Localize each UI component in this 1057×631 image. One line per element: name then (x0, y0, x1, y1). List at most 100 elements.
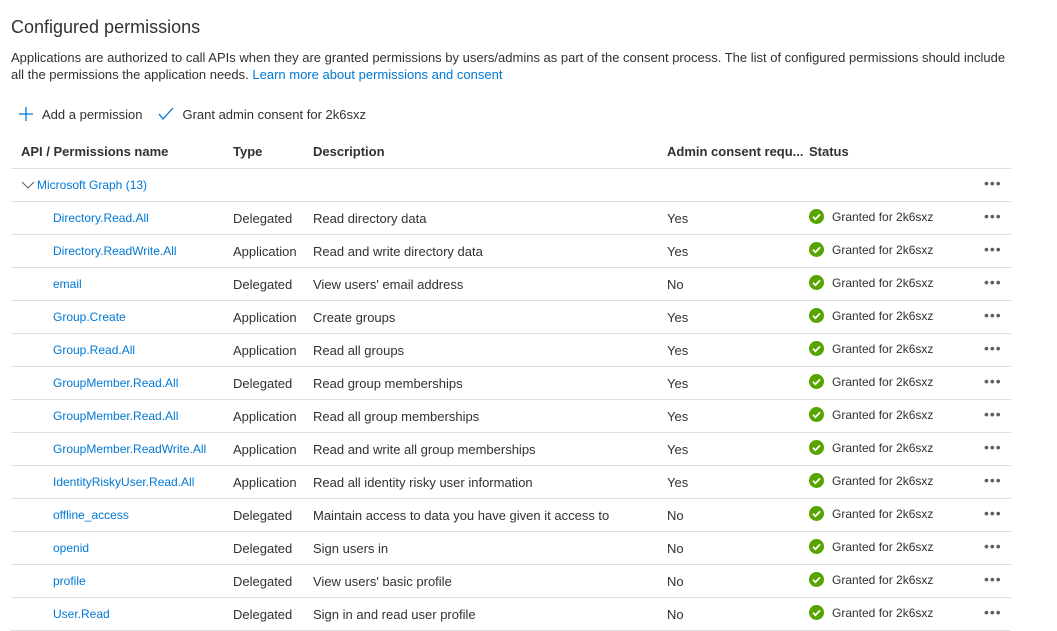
status-text: Granted for 2k6sxz (832, 209, 934, 224)
permission-description: Sign in and read user profile (313, 607, 476, 622)
permission-description: Read directory data (313, 211, 427, 226)
permission-description: Read and write directory data (313, 244, 483, 259)
add-permission-button[interactable]: Add a permission (18, 106, 142, 122)
status-text: Granted for 2k6sxz (832, 407, 934, 422)
more-options-icon[interactable]: ••• (984, 538, 1002, 554)
status-text: Granted for 2k6sxz (832, 539, 934, 554)
status-badge: Granted for 2k6sxz (809, 242, 933, 257)
admin-consent-required: Yes (667, 211, 689, 226)
table-row: GroupMember.Read.All Application Read al… (11, 400, 1011, 433)
permission-type: Delegated (233, 574, 293, 589)
more-options-icon[interactable]: ••• (984, 241, 1002, 257)
status-badge: Granted for 2k6sxz (809, 308, 933, 323)
permission-description: View users' email address (313, 277, 464, 292)
more-options-icon[interactable]: ••• (984, 208, 1002, 224)
permission-type: Delegated (233, 541, 293, 556)
admin-consent-required: No (667, 541, 684, 556)
more-options-icon[interactable]: ••• (984, 472, 1002, 488)
check-circle-icon (809, 275, 824, 290)
permission-name-link[interactable]: openid (53, 541, 90, 555)
check-circle-icon (809, 539, 824, 554)
check-circle-icon (809, 242, 824, 257)
permission-type: Application (233, 343, 297, 358)
permission-name-link[interactable]: GroupMember.Read.All (53, 409, 179, 423)
more-options-icon[interactable]: ••• (984, 505, 1002, 521)
permission-description: Read all group memberships (313, 409, 480, 424)
status-badge: Granted for 2k6sxz (809, 341, 933, 356)
status-text: Granted for 2k6sxz (832, 440, 934, 455)
permission-description: Read all groups (313, 343, 405, 358)
permission-type: Delegated (233, 508, 293, 523)
check-circle-icon (809, 374, 824, 389)
permission-type: Delegated (233, 607, 293, 622)
admin-consent-required: No (667, 607, 684, 622)
status-badge: Granted for 2k6sxz (809, 374, 933, 389)
col-header-status[interactable]: Status (809, 144, 849, 159)
more-options-icon[interactable]: ••• (984, 406, 1002, 422)
permission-description: View users' basic profile (313, 574, 452, 589)
col-header-admin-consent[interactable]: Admin consent requ... (667, 144, 804, 159)
permission-name-link[interactable]: Group.Read.All (53, 343, 136, 357)
table-row: Group.Create Application Create groups Y… (11, 301, 1011, 334)
permission-description: Sign users in (313, 541, 389, 556)
table-row: User.Read Delegated Sign in and read use… (11, 598, 1011, 631)
permission-name-link[interactable]: Directory.Read.All (53, 211, 149, 225)
permission-name-link[interactable]: email (53, 277, 82, 291)
table-row: offline_access Delegated Maintain access… (11, 499, 1011, 532)
permission-name-link[interactable]: offline_access (53, 508, 129, 522)
table-row: Directory.ReadWrite.All Application Read… (11, 235, 1011, 268)
col-header-name[interactable]: API / Permissions name (21, 144, 169, 159)
admin-consent-required: Yes (667, 442, 689, 457)
status-text: Granted for 2k6sxz (832, 605, 934, 620)
permission-name-link[interactable]: Group.Create (53, 310, 126, 324)
check-circle-icon (809, 506, 824, 521)
status-badge: Granted for 2k6sxz (809, 605, 933, 620)
table-row: Group.Read.All Application Read all grou… (11, 334, 1011, 367)
admin-consent-required: Yes (667, 376, 689, 391)
admin-consent-required: Yes (667, 475, 689, 490)
permission-type: Delegated (233, 376, 293, 391)
permission-type: Delegated (233, 277, 293, 292)
permission-name-link[interactable]: GroupMember.ReadWrite.All (53, 442, 207, 456)
status-badge: Granted for 2k6sxz (809, 275, 933, 290)
table-row: GroupMember.ReadWrite.All Application Re… (11, 433, 1011, 466)
status-badge: Granted for 2k6sxz (809, 473, 933, 488)
page-title: Configured permissions (11, 17, 201, 37)
more-options-icon[interactable]: ••• (984, 274, 1002, 290)
status-text: Granted for 2k6sxz (832, 275, 934, 290)
more-options-icon[interactable]: ••• (984, 373, 1002, 389)
status-badge: Granted for 2k6sxz (809, 506, 933, 521)
check-circle-icon (809, 572, 824, 587)
description-text: Applications are authorized to call APIs… (11, 50, 1006, 82)
page-description: Applications are authorized to call APIs… (11, 49, 1021, 83)
permission-description: Read and write all group memberships (313, 442, 536, 457)
permission-name-link[interactable]: IdentityRiskyUser.Read.All (53, 475, 195, 489)
grant-admin-consent-button[interactable]: Grant admin consent for 2k6sxz (158, 106, 366, 122)
status-text: Granted for 2k6sxz (832, 473, 934, 488)
more-options-icon[interactable]: ••• (984, 307, 1002, 323)
permission-name-link[interactable]: GroupMember.Read.All (53, 376, 179, 390)
more-options-icon[interactable]: ••• (984, 439, 1002, 455)
group-label: Microsoft Graph (13) (37, 178, 148, 192)
check-circle-icon (809, 473, 824, 488)
permission-type: Application (233, 409, 297, 424)
col-header-description[interactable]: Description (313, 144, 385, 159)
status-badge: Granted for 2k6sxz (809, 407, 933, 422)
more-options-icon[interactable]: ••• (984, 340, 1002, 356)
status-text: Granted for 2k6sxz (832, 341, 934, 356)
permission-type: Application (233, 475, 297, 490)
group-toggle[interactable]: Microsoft Graph (13) (21, 178, 147, 192)
group-row[interactable]: Microsoft Graph (13) ••• (11, 169, 1011, 202)
permission-name-link[interactable]: Directory.ReadWrite.All (53, 244, 177, 258)
permission-name-link[interactable]: profile (53, 574, 86, 588)
learn-more-link[interactable]: Learn more about permissions and consent (252, 67, 503, 82)
permissions-table: API / Permissions name Type Description … (11, 136, 1011, 631)
check-circle-icon (809, 407, 824, 422)
more-options-icon[interactable]: ••• (984, 604, 1002, 620)
status-text: Granted for 2k6sxz (832, 308, 934, 323)
status-badge: Granted for 2k6sxz (809, 539, 933, 554)
col-header-type[interactable]: Type (233, 144, 263, 159)
permission-name-link[interactable]: User.Read (53, 607, 110, 621)
more-options-icon[interactable]: ••• (984, 175, 1002, 191)
more-options-icon[interactable]: ••• (984, 571, 1002, 587)
